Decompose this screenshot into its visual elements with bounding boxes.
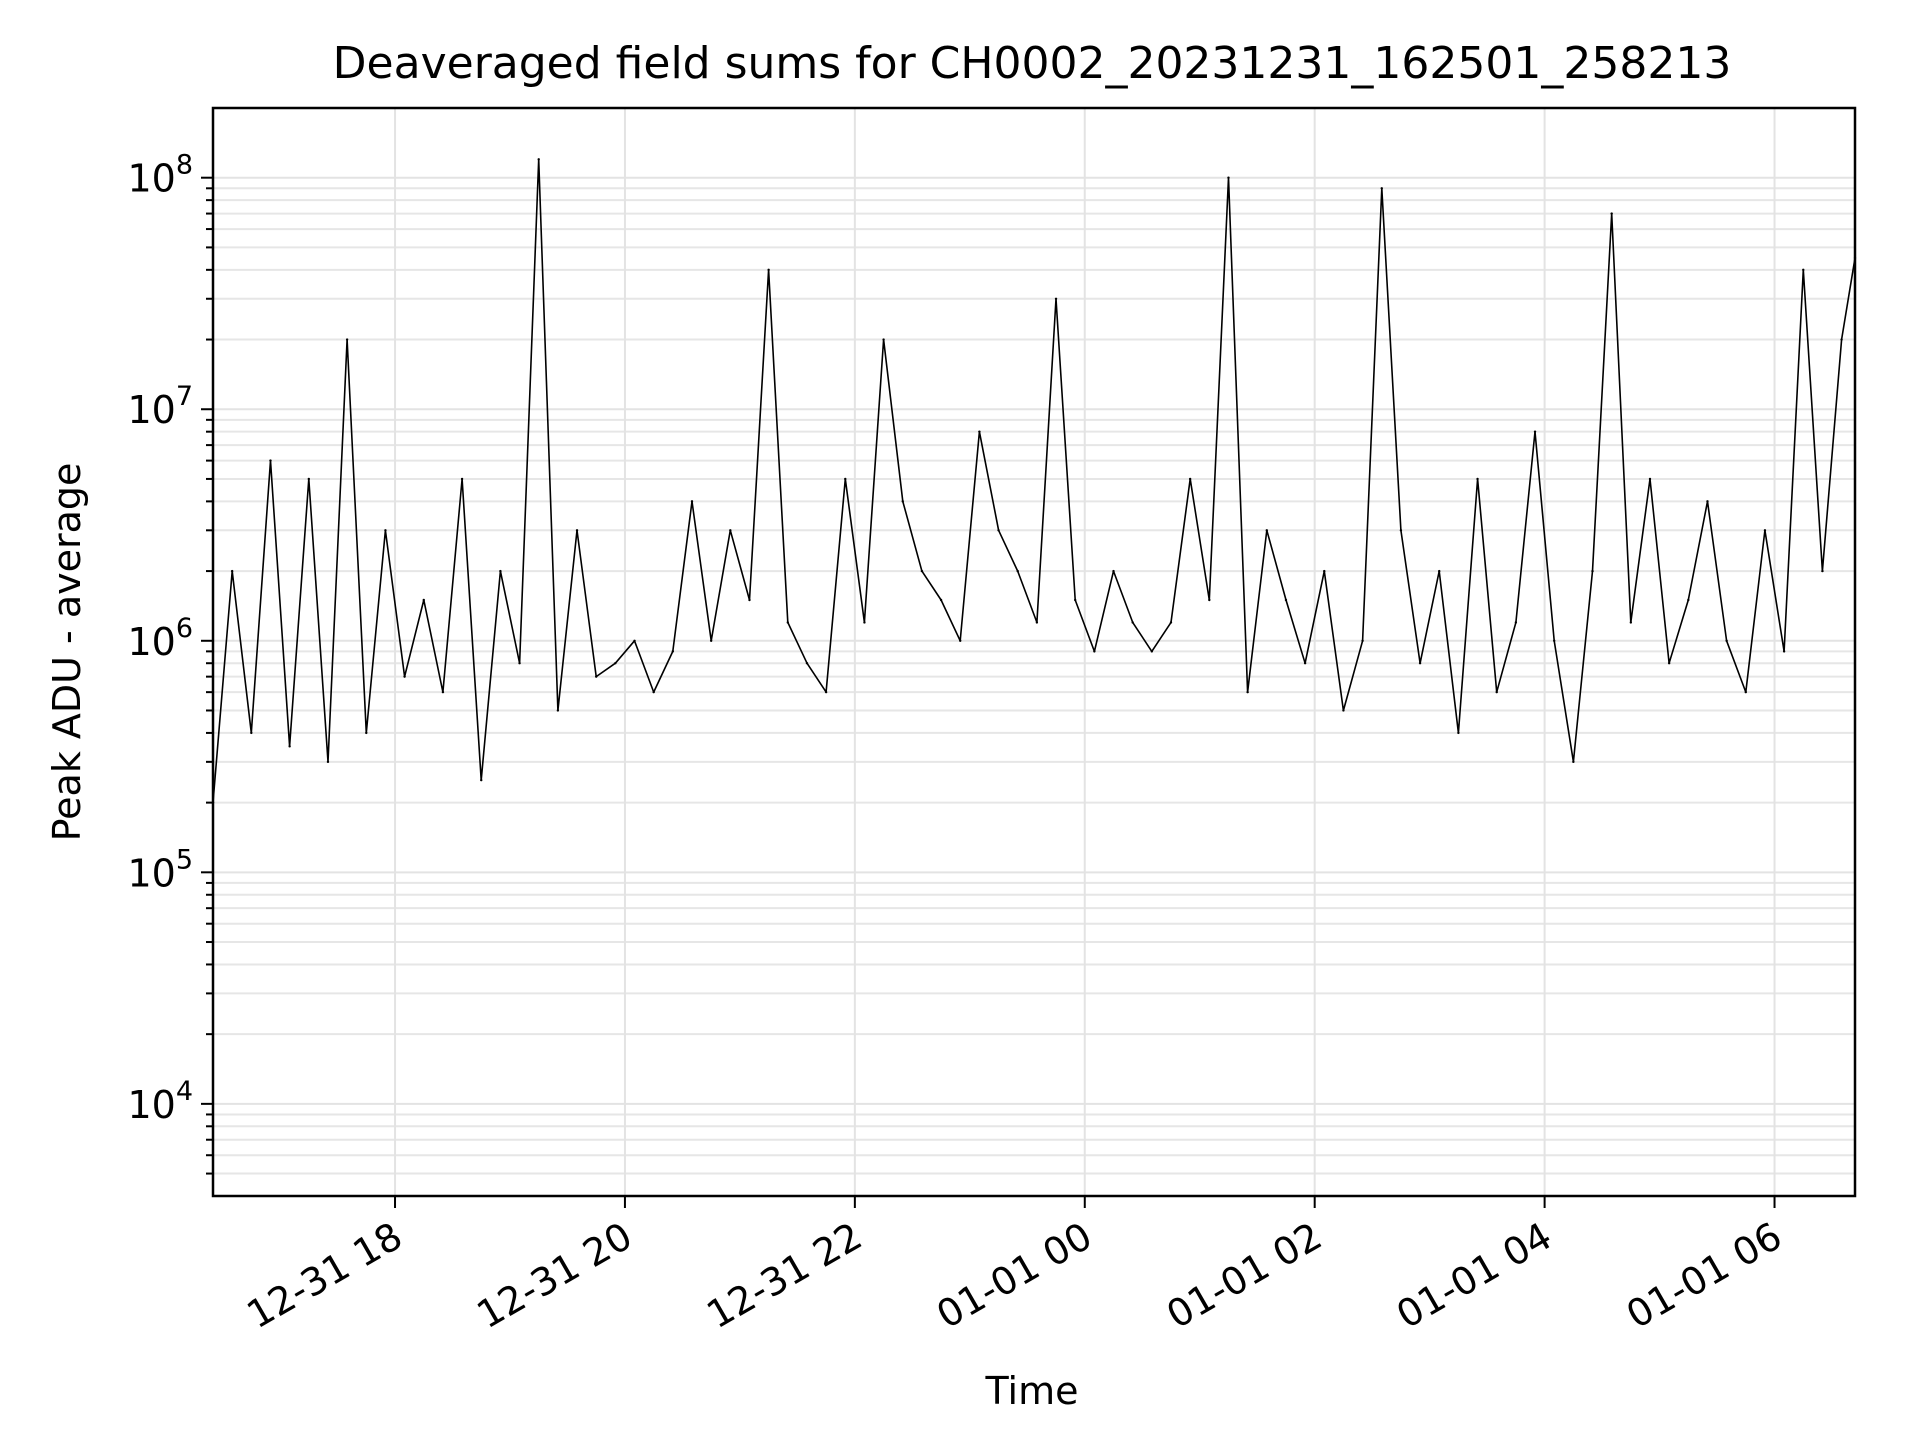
data-point (518, 662, 521, 665)
data-point (1361, 639, 1364, 642)
data-point (1706, 500, 1709, 503)
data-point (1399, 529, 1403, 532)
data-point (230, 569, 234, 573)
data-point (1687, 598, 1690, 602)
data-point (1533, 430, 1537, 433)
data-point (1802, 268, 1805, 272)
data-point (1763, 529, 1767, 532)
chart-title: Deaveraged field sums for CH0002_2023123… (333, 38, 1732, 89)
y-tick-label: 107 (127, 381, 193, 432)
data-point (307, 477, 310, 481)
y-tick-label: 104 (127, 1076, 193, 1127)
data-point (805, 662, 809, 665)
data-point (652, 690, 655, 694)
data-point (1782, 650, 1786, 653)
y-tick-label: 105 (127, 844, 193, 895)
grid (213, 108, 1855, 1196)
data-point (269, 459, 272, 462)
data-point (1284, 598, 1288, 602)
data-point (614, 662, 617, 665)
data-point (901, 500, 904, 503)
data-point (709, 639, 713, 642)
data-point (537, 158, 540, 161)
data-point (1169, 621, 1173, 624)
data-point (422, 598, 425, 602)
data-point (1457, 731, 1460, 735)
data-point (690, 500, 694, 503)
y-tick-label: 106 (127, 613, 193, 664)
data-point (978, 430, 981, 433)
data-point (403, 675, 406, 678)
data-point (824, 690, 828, 694)
data-point (1648, 477, 1652, 481)
data-point (1188, 477, 1192, 481)
data-point (1150, 650, 1154, 653)
data-point (1744, 690, 1747, 694)
data-point (1035, 621, 1039, 624)
data-point (594, 675, 598, 678)
data-point (959, 639, 962, 642)
data-point (1323, 569, 1326, 573)
data-point (1821, 569, 1824, 573)
data-point (997, 529, 1000, 532)
data-point (633, 639, 636, 642)
data-point (1054, 297, 1058, 300)
data-point (365, 731, 368, 735)
data-point (1112, 569, 1115, 573)
data-point (1227, 176, 1230, 179)
data-point (748, 598, 751, 602)
data-point (786, 621, 789, 624)
data-point (671, 650, 675, 653)
data-point (1438, 569, 1441, 573)
data-point (1572, 760, 1575, 764)
data-point (1667, 662, 1671, 665)
data-point (882, 338, 885, 341)
data-point (1246, 690, 1249, 694)
data-point (729, 529, 732, 532)
data-point (1380, 187, 1383, 190)
data-point (844, 477, 847, 481)
data-point (1208, 598, 1211, 602)
data-point (1476, 477, 1479, 481)
data-point (1591, 569, 1594, 573)
data-point (1418, 662, 1422, 665)
data-point (1629, 621, 1633, 624)
data-point (1495, 690, 1498, 694)
x-axis-label: Time (985, 1369, 1079, 1413)
data-point (1016, 569, 1019, 573)
data-point (460, 477, 464, 481)
data-point (767, 268, 770, 272)
data-point (920, 569, 924, 573)
data-point (326, 760, 330, 764)
data-point (863, 621, 866, 624)
data-point (250, 731, 253, 735)
data-point (1725, 639, 1728, 642)
data-point (441, 690, 445, 694)
data-point (1303, 662, 1307, 665)
data-point (1514, 621, 1518, 624)
data-point (384, 529, 387, 532)
data-point (345, 338, 349, 341)
data-point (556, 709, 560, 712)
data-point (1840, 338, 1843, 341)
data-point (1552, 639, 1556, 642)
data-point (1610, 212, 1613, 215)
data-point (1265, 529, 1268, 532)
data-point (1093, 650, 1096, 653)
data-point (480, 778, 483, 782)
data-point (1073, 598, 1077, 602)
data-point (1131, 621, 1134, 624)
y-tick-label: 108 (127, 150, 193, 201)
data-point (288, 745, 291, 748)
data-point (939, 598, 943, 602)
y-axis-label: Peak ADU - average (45, 463, 89, 842)
data-point (499, 569, 502, 573)
data-point (1342, 709, 1345, 712)
data-point (575, 529, 579, 532)
